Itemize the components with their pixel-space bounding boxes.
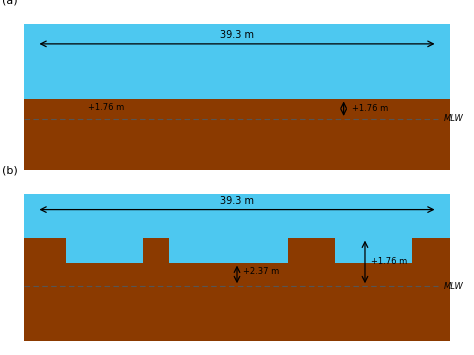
Bar (24, 185, 450, 194)
Text: MLW: MLW (444, 114, 464, 123)
Text: 39.3 m: 39.3 m (220, 30, 254, 40)
Text: +1.76 m: +1.76 m (88, 103, 124, 111)
Bar (24, 99, 450, 170)
Text: MLW: MLW (444, 282, 464, 291)
Text: +1.76 m: +1.76 m (352, 104, 388, 113)
Text: +1.76 m: +1.76 m (372, 257, 408, 266)
Text: (a): (a) (2, 0, 18, 5)
Text: 39.3 m: 39.3 m (220, 196, 254, 206)
Bar (335, 238, 412, 263)
Bar (24, 14, 450, 23)
Text: (b): (b) (2, 166, 18, 176)
Bar (66, 238, 143, 263)
Bar (169, 238, 288, 263)
Bar (24, 14, 450, 99)
Bar (24, 194, 450, 238)
Text: +2.37 m: +2.37 m (244, 267, 280, 276)
